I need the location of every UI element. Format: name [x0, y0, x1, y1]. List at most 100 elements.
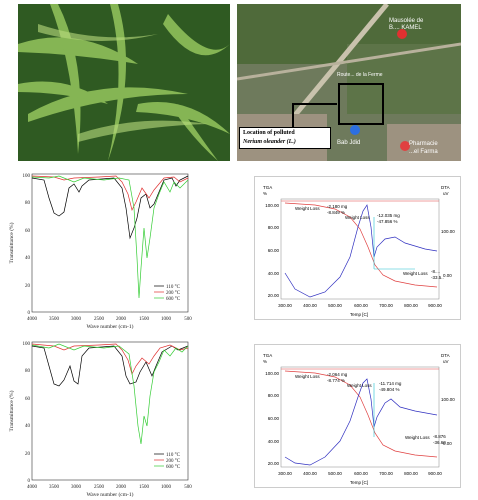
series-110: [31, 345, 189, 387]
xtick: 3500: [49, 485, 60, 490]
tga-chart-bottom: TGA % DTA uV 100.00 80.00 60.00 40.00 20…: [254, 344, 461, 488]
series-600: [31, 343, 189, 445]
tga-curve: [284, 370, 438, 458]
tga-top-xlabel: Temp [C]: [350, 312, 368, 317]
ytick: 40: [25, 256, 31, 261]
ytick: 20: [25, 284, 31, 289]
ytick: 60: [25, 397, 31, 402]
ytick: 20.00: [268, 461, 280, 466]
tga-unit: %: [263, 191, 267, 196]
xtick: 800.00: [404, 471, 418, 476]
xtick: 500: [184, 485, 192, 490]
xtick: 3500: [49, 317, 60, 322]
series-200: [31, 175, 189, 212]
wl2-label: Weight Loss: [345, 215, 370, 220]
wl2-val: -12.035 mg: [377, 213, 400, 218]
tga-unit: %: [263, 359, 267, 364]
wl1-val2: -8.849 %: [327, 210, 345, 215]
legend-110: 110 °C: [166, 285, 181, 290]
ytick: 20: [25, 452, 31, 457]
ytick: 100.00: [265, 371, 279, 376]
ftir-top-ylabel: Transmittance (%): [8, 222, 15, 263]
xtick: 1000: [161, 317, 172, 322]
legend-200: 200 °C: [166, 459, 181, 464]
xtick: 700.00: [379, 471, 393, 476]
wl2-val2: -47.856 %: [377, 219, 398, 224]
ytick: 40: [25, 424, 31, 429]
xtick: 300.00: [278, 471, 292, 476]
ytick: 80: [25, 369, 31, 374]
ytick: 60: [25, 229, 31, 234]
ytick: 0: [28, 311, 31, 316]
ftir-bottom-xlabel: Wave number (cm-1): [87, 491, 134, 498]
dta-unit: uV: [443, 191, 449, 196]
xtick: 300.00: [278, 303, 292, 308]
xtick: 500: [184, 317, 192, 322]
wl1-label: Weight Loss: [295, 206, 320, 211]
xtick: 4000: [27, 317, 38, 322]
series-200: [31, 343, 189, 375]
dta-curve: [284, 204, 438, 298]
wl1-val: -2.064 mg: [327, 372, 348, 377]
tga-bottom-xlabel: Temp [C]: [350, 480, 368, 485]
legend-600: 600 °C: [166, 465, 181, 470]
legend-200: 200 °C: [166, 291, 181, 296]
tga-label: TGA: [263, 353, 272, 358]
ftir-bottom-legend: 110 °C 200 °C 600 °C: [154, 453, 181, 470]
wl3-label: Weight Loss: [405, 435, 430, 440]
xtick: 2500: [94, 317, 105, 322]
ytick: 60.00: [268, 416, 280, 421]
wl2-val2: -49.804 %: [379, 387, 400, 392]
callout-line2: Nerium oleander (L.): [243, 139, 296, 145]
ytick: 80: [25, 201, 31, 206]
oleander-leaves-illustration: [18, 4, 230, 161]
ytick: 20.00: [268, 293, 280, 298]
tga-label: TGA: [263, 185, 272, 190]
ytick: 0: [28, 479, 31, 484]
callout-line1: Location of polluted: [243, 130, 295, 136]
map-label-mausolee: Mausolée de: [389, 18, 424, 24]
ytick: 80.00: [268, 225, 280, 230]
tga-curve: [284, 202, 438, 288]
xtick: 3000: [71, 485, 82, 490]
ftir-chart-top: 4000 3500 3000 2500 2000 1500 1000 500 1…: [4, 168, 202, 330]
ytick: 100.00: [265, 203, 279, 208]
wl3-val2: -33.5..: [431, 275, 444, 280]
wl3-label: Weight Loss: [403, 271, 428, 276]
xtick: 500.00: [328, 303, 342, 308]
ftir-top-xlabel: Wave number (cm-1): [87, 323, 134, 330]
map-label-street: Route... de la Ferme: [337, 72, 383, 78]
ytick: 100: [23, 174, 31, 179]
xtick: 2000: [116, 317, 127, 322]
ftir-chart-bottom: 4000 3500 3000 2500 2000 1500 1000 500 1…: [4, 336, 202, 498]
ytick-right: 0.00: [443, 441, 452, 446]
satellite-map: Mausolée de B.... KAMEL Route... de la F…: [237, 4, 461, 161]
ftir-top-legend: 110 °C 200 °C 600 °C: [154, 285, 181, 302]
xtick: 700.00: [379, 303, 393, 308]
map-label-kamel: B.... KAMEL: [389, 25, 422, 31]
oleander-photo: [18, 4, 230, 161]
legend-600: 600 °C: [166, 297, 181, 302]
xtick: 1000: [161, 485, 172, 490]
ftir-bottom-ylabel: Transmittance (%): [8, 390, 15, 431]
ytick: 100: [23, 342, 31, 347]
wl1-val2: -8.774 %: [327, 378, 345, 383]
ftir-top-xticks: 4000 3500 3000 2500 2000 1500 1000 500: [27, 317, 192, 322]
wl3-val: -8.876: [433, 434, 446, 439]
ytick: 40.00: [268, 439, 280, 444]
series-110: [31, 175, 189, 240]
ytick: 40.00: [268, 271, 280, 276]
xtick: 1500: [139, 317, 150, 322]
map-label-bab: Bab Jdid: [337, 140, 361, 146]
xtick: 1500: [139, 485, 150, 490]
series-600: [31, 175, 189, 299]
xtick: 600.00: [354, 471, 368, 476]
map-label-pharmacie2: ...el Farma: [409, 149, 438, 155]
xtick: 600.00: [354, 303, 368, 308]
dta-unit: uV: [443, 359, 449, 364]
wl3-val: -8....: [431, 269, 440, 274]
dta-curve: [284, 378, 438, 466]
xtick: 4000: [27, 485, 38, 490]
wl1-val: -2.180 mg: [327, 204, 348, 209]
xtick: 900.00: [428, 471, 442, 476]
